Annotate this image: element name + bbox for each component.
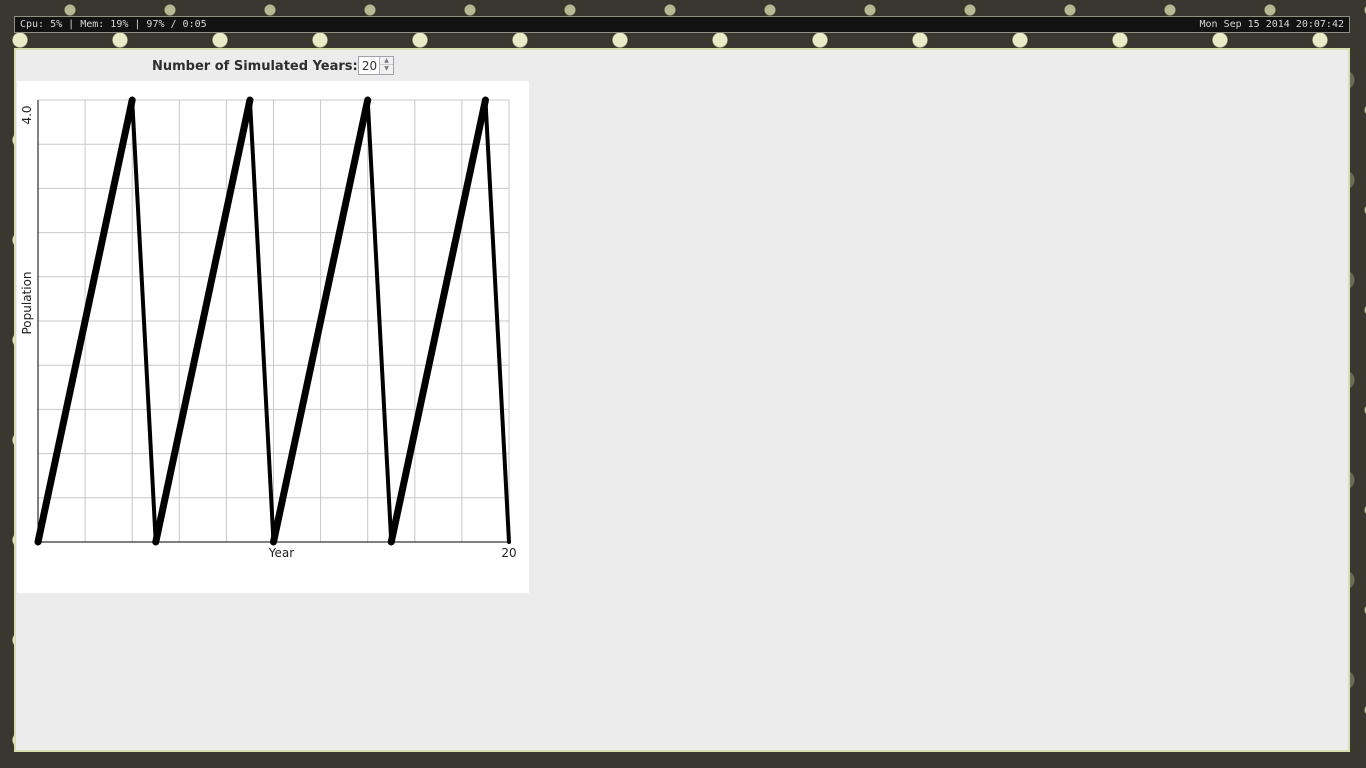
app-window: Number of Simulated Years: ▲ ▼ 204.0 Yea…: [14, 48, 1350, 752]
simulated-years-input[interactable]: [360, 58, 379, 73]
x-axis-label: Year: [268, 546, 294, 560]
population-chart-panel: 20 4.0 Year Population: [17, 81, 529, 593]
simulated-years-spinner[interactable]: ▲ ▼: [358, 56, 394, 75]
system-status-bar: Cpu: 5% | Mem: 19% | 97% / 0:05 Mon Sep …: [14, 16, 1350, 33]
spin-up-button[interactable]: ▲: [379, 57, 393, 65]
simulated-years-label: Number of Simulated Years:: [152, 59, 358, 74]
chart-tick-labels: 204.0: [20, 105, 517, 560]
system-stats-text: Cpu: 5% | Mem: 19% | 97% / 0:05: [20, 17, 207, 32]
y-tick-label: 4.0: [20, 105, 34, 124]
spin-down-button[interactable]: ▼: [379, 65, 393, 74]
population-chart: 204.0 Year Population: [17, 81, 529, 593]
x-tick-label: 20: [501, 546, 516, 560]
clock-text: Mon Sep 15 2014 20:07:42: [1200, 17, 1345, 32]
y-axis-label: Population: [20, 271, 34, 334]
